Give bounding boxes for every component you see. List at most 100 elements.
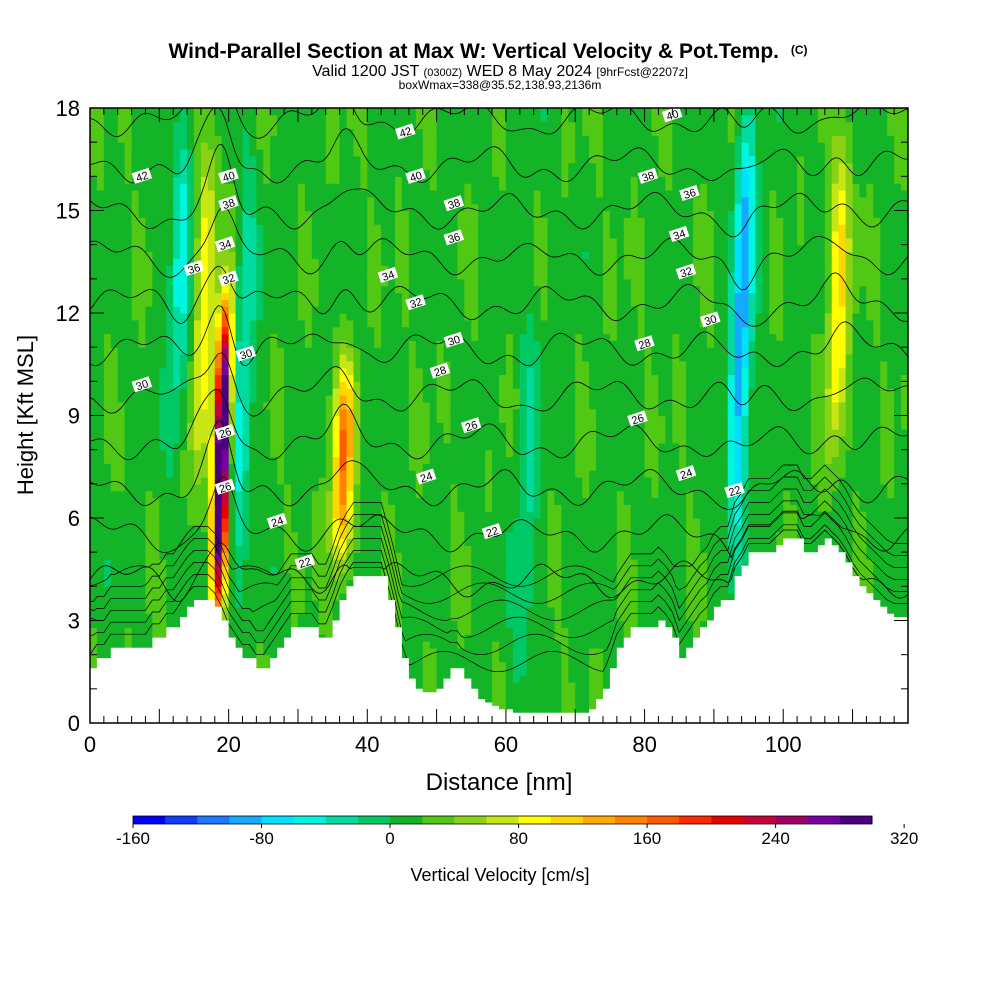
y-tick-label: 12 [56, 301, 80, 326]
chart-title: Wind-Parallel Section at Max W: Vertical… [168, 40, 807, 63]
contour-label: 38 [443, 195, 465, 212]
contour-label: 34 [377, 266, 399, 284]
contour-label: 30 [131, 376, 153, 393]
colorbar-tick-label: 0 [385, 829, 394, 848]
contour-label: 26 [460, 417, 482, 434]
colorbar-swatch [775, 816, 809, 824]
contour-lower [90, 488, 908, 621]
contour-label: 42 [131, 167, 153, 185]
colorbar-swatch [454, 816, 487, 824]
contour-30 [90, 352, 908, 417]
y-tick-label: 9 [68, 404, 80, 429]
contour-label: 26 [627, 410, 648, 427]
contour-label: 42 [395, 123, 416, 140]
y-tick-label: 18 [56, 96, 80, 121]
contour-label: 22 [481, 523, 503, 540]
subtitle-utc: (0300Z) [424, 67, 463, 79]
contour-label: 38 [218, 195, 239, 212]
colorbar-swatch [614, 816, 648, 824]
terrain [90, 538, 908, 723]
title-main: Wind-Parallel Section at Max W: Vertical… [168, 40, 779, 63]
contour-38 [90, 143, 908, 238]
colorbar-tick-label: -80 [249, 829, 274, 848]
contour-label: 40 [218, 167, 239, 185]
title-suffix: (C) [791, 43, 808, 57]
contour-label: 24 [675, 465, 697, 482]
contour-28 [90, 389, 908, 461]
contour-42 [90, 108, 908, 139]
colorbar-swatch [325, 816, 359, 824]
colorbar-swatch [518, 816, 552, 824]
chart-subtitle-2: boxWmax=338@35.52,138.93,2136m [399, 78, 602, 92]
plot-area: 42 40 38 34 36 32 30 30 26 26 24 22 42 40 38 36 34 32 30 28… [90, 108, 908, 723]
contour-label: 34 [668, 225, 690, 243]
contour-lower [90, 500, 908, 638]
contour-lower [90, 512, 908, 656]
x-tick-label: 20 [216, 732, 240, 757]
colorbar-swatch [261, 816, 295, 824]
colorbar-swatch [197, 816, 230, 824]
contour-40 [90, 108, 908, 184]
contour-label: 24 [415, 468, 437, 486]
colorbar-label: Vertical Velocity [cm/s] [410, 865, 589, 885]
contour-label: 26 [214, 424, 236, 441]
contour-label: 22 [294, 553, 316, 571]
contour-label: 24 [266, 512, 288, 530]
contour-lower [90, 464, 908, 587]
colorbar-swatch [133, 816, 166, 824]
colorbar-tick-label: 240 [761, 829, 789, 848]
x-axis: 0 20 40 60 80 100 [84, 108, 909, 757]
x-axis-label: Distance [nm] [426, 769, 573, 796]
colorbar-swatch [647, 816, 680, 824]
colorbar-tick-label: 320 [890, 829, 918, 848]
terrain-profile [90, 538, 908, 723]
contour-label: 28 [634, 335, 655, 352]
colorbar-swatch [357, 816, 391, 824]
contour-label: 32 [675, 263, 697, 281]
subtitle-forecast: [9hrFcst@2207z] [596, 65, 688, 79]
contour-lower [90, 524, 908, 673]
x-tick-label: 60 [494, 732, 518, 757]
colorbar-swatch [293, 816, 327, 824]
contour-32 [90, 305, 908, 368]
colorbar-swatch [422, 816, 455, 824]
y-axis-label: Height [Kft MSL] [13, 335, 38, 495]
x-tick-label: 80 [632, 732, 656, 757]
colorbar-swatch [486, 816, 520, 824]
colorbar-swatch [839, 816, 873, 824]
colorbar-swatch [390, 816, 423, 824]
colorbar-swatch [743, 816, 777, 824]
colorbar-swatch [711, 816, 744, 824]
contour-label: 26 [214, 478, 236, 496]
contour-label: 36 [443, 229, 465, 246]
contour-label: 30 [443, 331, 465, 349]
contour-label: 32 [405, 294, 426, 311]
colorbar-swatch [807, 816, 841, 824]
contour-label: 36 [183, 260, 205, 277]
contour-labels: 42 40 38 34 36 32 30 30 26 26 24 22 42 40 38 36 34 32 30 28… [131, 108, 745, 571]
chart-subtitle: Valid 1200 JST (0300Z) WED 8 May 2024 [9… [312, 63, 688, 80]
colorbar-tick-label: -160 [116, 829, 150, 848]
colorbar-swatch [229, 816, 263, 824]
contour-label: 34 [214, 236, 236, 253]
contour-label: 38 [637, 167, 659, 185]
colorbar-tick-label: 80 [509, 829, 528, 848]
contour-label: 30 [700, 311, 721, 328]
y-tick-label: 15 [56, 199, 80, 224]
colorbar-swatch [550, 816, 584, 824]
contour-lower [90, 476, 908, 604]
x-tick-label: 100 [765, 732, 802, 757]
contour-label: 32 [218, 270, 239, 287]
y-tick-label: 6 [68, 506, 80, 531]
contour-label: 36 [679, 184, 700, 202]
y-tick-label: 3 [68, 609, 80, 634]
contour-label: 40 [405, 167, 426, 185]
colorbar-swatch [679, 816, 712, 824]
colorbar-swatch [165, 816, 198, 824]
contour-label: 30 [235, 345, 257, 363]
pot-temp-contours [90, 108, 908, 673]
colorbar: -160 -80 0 80 160 240 320 [116, 815, 918, 848]
contour-24 [90, 476, 908, 559]
y-tick-label: 0 [68, 711, 80, 736]
